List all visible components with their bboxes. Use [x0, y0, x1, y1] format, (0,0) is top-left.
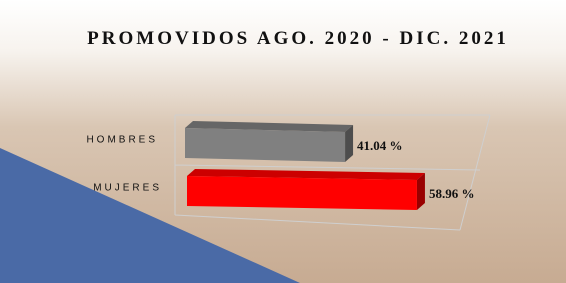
category-label: MUJERES — [93, 183, 162, 194]
value-label: 41.04 % — [357, 138, 403, 153]
page: 41.04 % HOMBRES 58.96 % MUJERES PROMOVIDOS … — [0, 0, 566, 283]
bar — [185, 128, 345, 162]
bar — [187, 176, 417, 210]
chart-title: PROMOVIDOS AGO. 2020 - DIC. 2021 — [78, 28, 518, 50]
value-label: 58.96 % — [429, 186, 475, 201]
category-label: HOMBRES — [86, 135, 158, 146]
